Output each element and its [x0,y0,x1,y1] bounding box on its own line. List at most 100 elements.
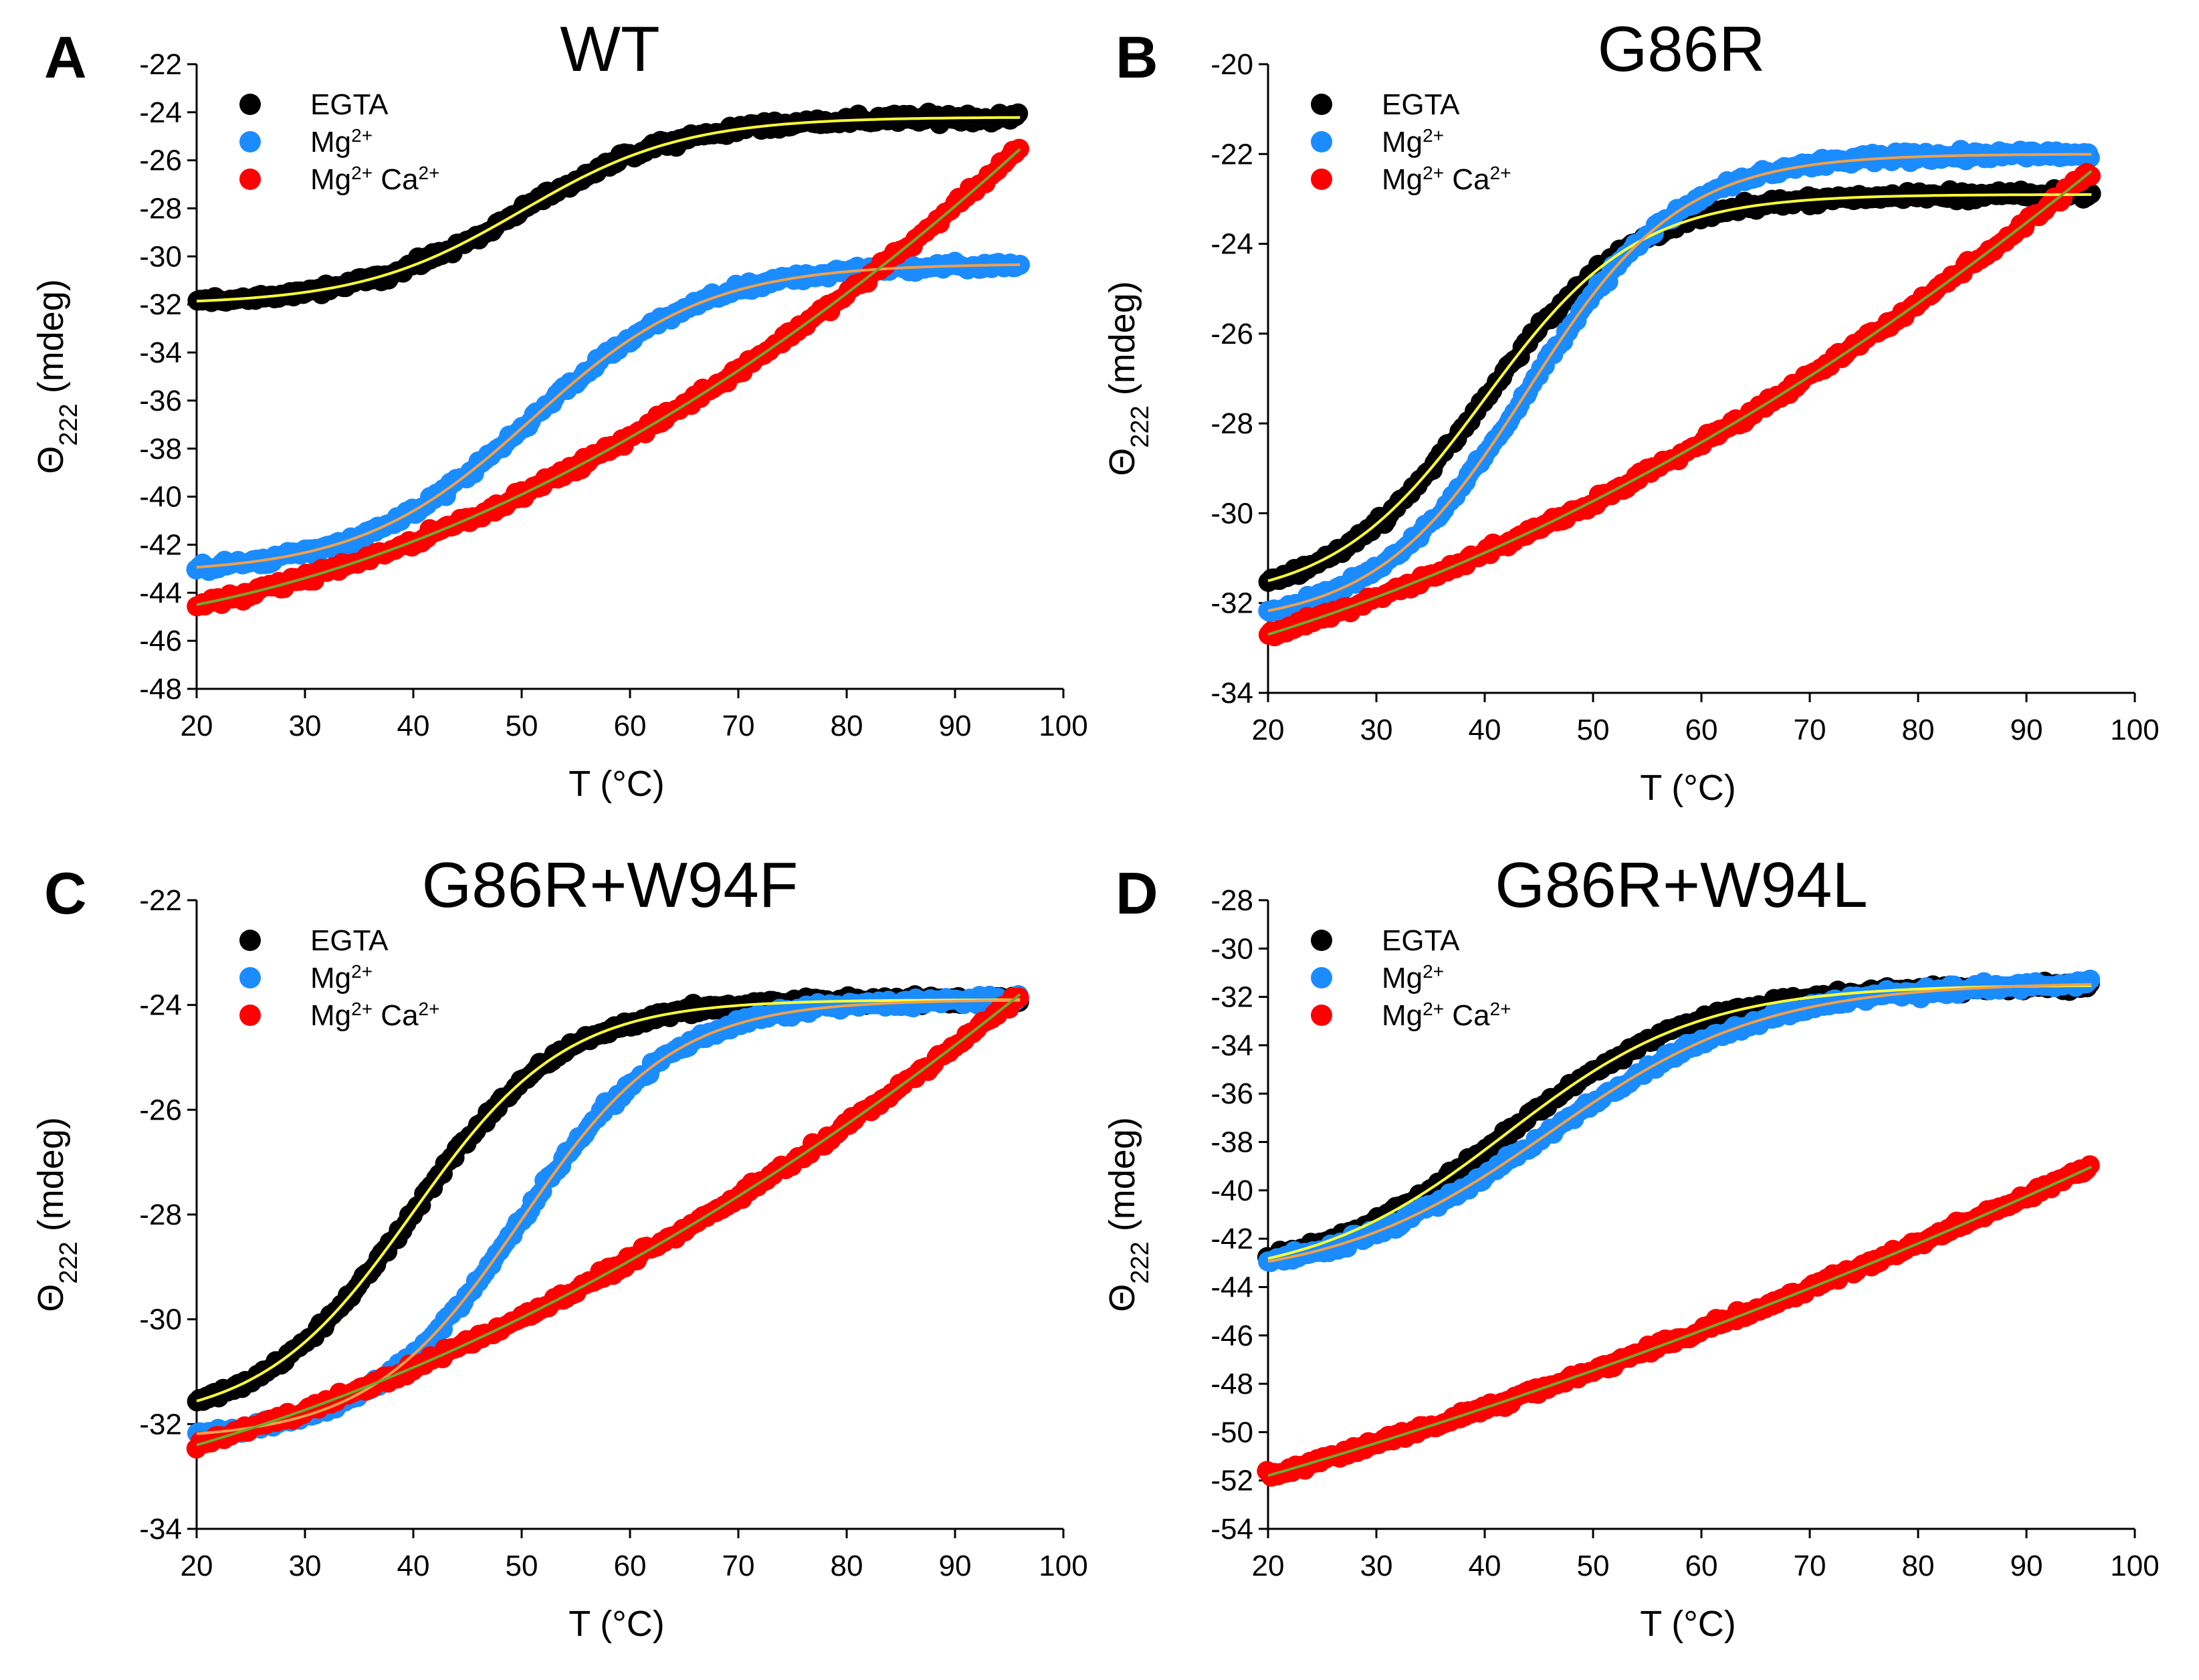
fit-line-egta [1267,984,2092,1260]
y-axis-title-symbol: Θ [31,446,71,474]
x-tick-label: 100 [2110,1550,2159,1582]
data-point [2079,148,2100,169]
legend-label-part: Mg [310,962,351,994]
legend-label: EGTA [1382,88,1460,121]
panel-b: -34 -32 -30 -28 -26 -24 -22 -20 20 30 40 50 60 70 80 90… [1102,13,2160,808]
data-layer [186,102,1030,617]
legend-label-part: 2+ [351,961,373,982]
y-tick-label: -38 [1211,1126,1253,1159]
fit-line-egta [196,999,1021,1402]
y-axis-title-unit: (mdeg) [1102,1117,1142,1241]
x-tick-label: 80 [1902,1550,1935,1582]
x-tick-label: 80 [831,1550,863,1582]
series-mg [187,984,1029,1447]
legend-label-part: 2+ [419,163,440,183]
x-tick-label: 90 [2010,714,2043,746]
legend-label-part: Ca [1444,163,1490,196]
legend-marker [239,94,261,115]
legend-marker [1311,131,1332,152]
panel-d: -54 -52 -50 -48 -46 -44 -42 -40 -38 -36 -34 -32 -30 -… [1102,849,2160,1644]
y-axis-title-sub: 222 [1126,405,1154,447]
y-axis-title: Θ222 (mdeg) [1102,281,1154,476]
y-tick-label: -26 [1211,318,1253,350]
legend-label-part: Ca [1444,999,1490,1032]
x-axis-title: T (°C) [1640,1604,1736,1644]
panel-a: -48 -46 -44 -42 -40 -38 -36 -34 -32 -30 -28 -26 -24 -… [31,13,1088,804]
y-tick-label: -36 [1211,1077,1253,1110]
y-tick-label: -32 [139,288,182,321]
fit-line-mg [196,999,1021,1435]
y-tick-label: -28 [1211,884,1253,917]
x-tick-label: 20 [181,710,213,742]
y-tick-label: -34 [1211,1029,1253,1062]
y-tick-label: -44 [139,576,182,609]
y-tick-label: -22 [1211,138,1253,171]
series-mgca [1257,1155,2100,1487]
legend-label: Mg2+ [1382,961,1444,995]
x-tick-label: 60 [614,710,647,742]
legend-marker [1311,94,1332,115]
data-layer [1258,140,2101,647]
legend-label-part: Ca [373,163,419,196]
y-tick-label: -34 [1211,677,1253,710]
series-mgca [186,987,1029,1459]
panel-letter: A [44,24,87,90]
y-tick-label: -20 [1211,48,1253,81]
legend-label-part: 2+ [1423,163,1444,183]
x-tick-label: 20 [1252,1550,1285,1582]
y-tick-label: -34 [139,1513,182,1546]
legend-label-part: Mg [1382,126,1423,159]
y-axis-title-sub: 222 [1126,1241,1154,1283]
y-tick-label: -54 [1211,1513,1253,1546]
x-tick-label: 30 [1360,714,1393,746]
fit-line-egta [1267,193,2092,583]
legend-label-part: Mg [310,999,351,1032]
legend-label: Mg2+ Ca2+ [1382,999,1511,1033]
x-tick-label: 30 [289,710,322,742]
fit-line-mg [1267,152,2092,613]
legend-label: Mg2+ Ca2+ [1382,163,1511,197]
x-tick-label: 40 [1469,1550,1501,1582]
x-tick-label: 40 [397,710,430,742]
x-tick-label: 70 [722,710,755,742]
y-tick-label: -22 [139,48,182,81]
x-tick-label: 50 [506,710,538,742]
x-axis-title: T (°C) [1640,768,1736,808]
y-tick-label: -28 [139,1198,182,1231]
panel-title: G86R+W94L [1495,849,1868,921]
x-tick-label: 90 [939,1550,972,1582]
legend-label: Mg2+ [310,125,373,159]
x-tick-label: 50 [506,1550,538,1582]
y-tick-label: -22 [139,884,182,917]
x-tick-label: 70 [1794,714,1826,746]
legend-label-part: 2+ [351,125,373,146]
legend: EGTA Mg2+Mg2+ Ca2+ [1311,88,1511,196]
y-tick-label: -48 [139,673,182,706]
panel-title: WT [560,13,659,85]
y-tick-label: -32 [139,1408,182,1441]
legend-label-part: 2+ [351,163,373,183]
x-tick-label: 60 [614,1550,647,1582]
y-tick-label: -38 [139,433,182,465]
y-axis-title-symbol: Θ [1102,1284,1142,1312]
data-point [2080,165,2101,186]
y-tick-label: -24 [139,96,182,129]
y-axis-title-sub: 222 [55,1241,83,1283]
legend-label: EGTA [1382,924,1460,957]
y-tick-label: -32 [1211,587,1253,620]
y-tick-label: -48 [1211,1368,1253,1400]
series-egta [1258,179,2101,593]
legend-label-part: EGTA [1382,924,1460,957]
panel-letter: B [1116,24,1158,90]
x-tick-label: 90 [939,710,972,742]
series-egta [187,985,1029,1412]
legend-label: Mg2+ Ca2+ [310,999,439,1033]
legend-label: EGTA [310,88,389,121]
legend-label-part: 2+ [1490,999,1511,1019]
y-axis-title-unit: (mdeg) [1102,281,1142,405]
fit-line-egta [196,116,1021,303]
y-tick-label: -50 [1211,1416,1253,1449]
